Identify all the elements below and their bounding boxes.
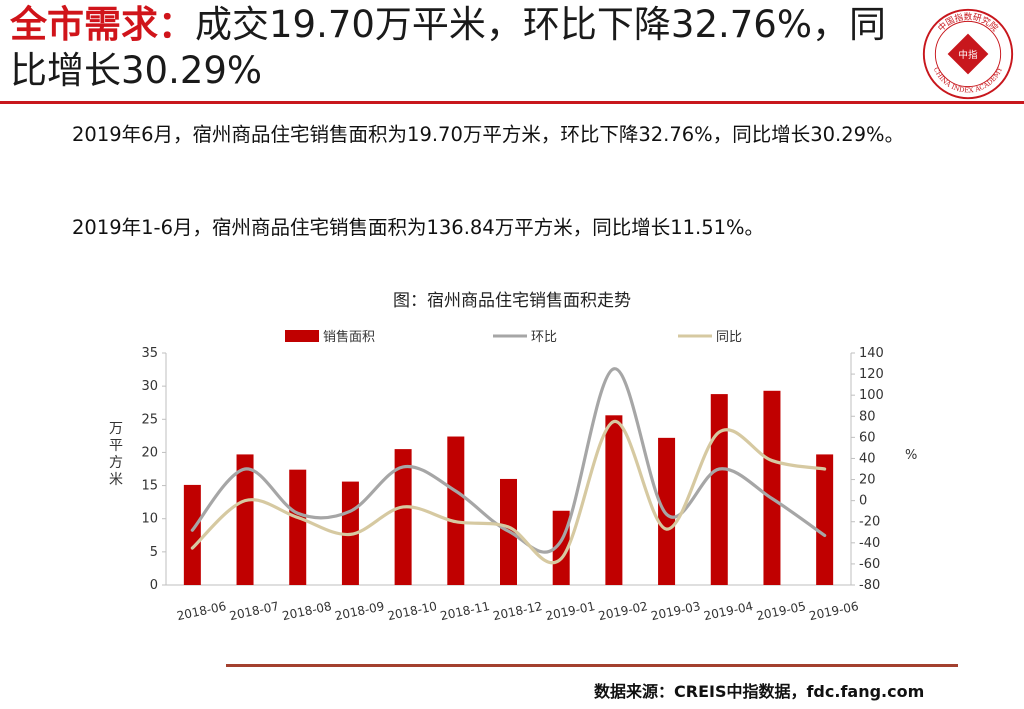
y-tick-label: 10 xyxy=(141,512,158,527)
x-tick-label: 2018-10 xyxy=(386,599,438,623)
y-tick-label: 30 xyxy=(141,379,158,394)
logo-center-text: 中指 xyxy=(958,49,978,61)
y-tick-label: 15 xyxy=(141,479,158,494)
y2-tick-label: 40 xyxy=(859,451,876,466)
y2-tick-label: 100 xyxy=(859,388,884,403)
y2-tick-label: 120 xyxy=(859,367,884,382)
title-highlight: 全市需求： xyxy=(10,3,195,46)
bar xyxy=(605,415,623,585)
x-tick-label: 2018-12 xyxy=(492,599,544,623)
x-tick-label: 2019-03 xyxy=(650,599,702,623)
x-tick-label: 2019-06 xyxy=(808,599,860,623)
x-tick-label: 2019-02 xyxy=(597,599,649,623)
y2-tick-label: -80 xyxy=(859,578,880,593)
y-tick-label: 5 xyxy=(150,545,158,560)
summary-paragraph-1: 2019年6月，宿州商品住宅销售面积为19.70万平方米，环比下降32.76%，… xyxy=(72,123,905,146)
x-tick-label: 2018-07 xyxy=(228,599,280,623)
bar xyxy=(447,436,465,585)
title-text: 成交19.70万平米，环比下降32.76%，同比增长30.29% xyxy=(10,3,887,92)
y2-axis-label: % xyxy=(905,448,917,463)
legend-swatch xyxy=(285,330,319,342)
y-tick-label: 0 xyxy=(150,578,158,593)
x-tick-label: 2018-11 xyxy=(439,599,491,623)
x-tick-label: 2019-05 xyxy=(755,599,807,623)
bar xyxy=(816,454,834,585)
footer-divider xyxy=(226,664,958,667)
x-tick-label: 2019-01 xyxy=(544,599,596,623)
y-axis-label: 万平方米 xyxy=(109,421,123,488)
legend-label: 环比 xyxy=(531,330,557,345)
y-tick-label: 25 xyxy=(141,412,158,427)
title-divider xyxy=(0,101,1024,104)
bar xyxy=(394,449,412,585)
x-tick-label: 2018-08 xyxy=(281,599,333,623)
summary-paragraph-2: 2019年1-6月，宿州商品住宅销售面积为136.84万平方米，同比增长11.5… xyxy=(72,216,765,239)
chart-title: 图：宿州商品住宅销售面积走势 xyxy=(393,291,631,311)
legend-label: 同比 xyxy=(716,330,742,345)
y2-tick-label: 0 xyxy=(859,494,867,509)
y2-tick-label: -60 xyxy=(859,557,880,572)
bar xyxy=(183,484,201,585)
page-title: 全市需求：成交19.70万平米，环比下降32.76%，同比增长30.29% xyxy=(10,2,910,94)
bar xyxy=(236,454,254,585)
sales-area-chart: 0 5 10 15 20 25 30 35 -80 -60 -40 -20 0 20 40 60 80 100 12… xyxy=(109,329,917,623)
x-tick-label: 2018-06 xyxy=(176,599,228,623)
y-tick-label: 35 xyxy=(141,346,158,361)
y2-tick-label: -20 xyxy=(859,515,880,530)
y2-tick-label: 20 xyxy=(859,473,876,488)
series-line xyxy=(190,419,827,565)
x-tick-label: 2018-09 xyxy=(334,599,386,623)
data-source: 数据来源：CREIS中指数据，fdc.fang.com xyxy=(594,682,925,701)
y2-tick-label: 60 xyxy=(859,430,876,445)
logo-top-text: 中国指数研究院 xyxy=(935,10,1001,34)
y2-tick-label: 80 xyxy=(859,409,876,424)
bar xyxy=(658,437,676,585)
legend-label: 销售面积 xyxy=(323,329,375,345)
x-tick-label: 2019-04 xyxy=(702,599,754,623)
y2-tick-label: 140 xyxy=(859,346,884,361)
bar xyxy=(289,469,307,585)
y2-tick-label: -40 xyxy=(859,536,880,551)
y-tick-label: 20 xyxy=(141,445,158,460)
bar xyxy=(763,390,781,585)
bar xyxy=(710,394,728,585)
china-index-academy-logo: 中国指数研究院 CHINA INDEX ACADEMY 中指 xyxy=(922,8,1014,100)
